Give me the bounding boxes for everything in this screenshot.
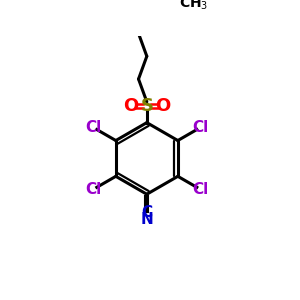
Text: N: N <box>140 212 153 227</box>
Text: Cl: Cl <box>192 120 208 135</box>
Text: S: S <box>140 97 153 115</box>
Text: Cl: Cl <box>192 182 208 197</box>
Text: O: O <box>124 97 139 115</box>
Text: Cl: Cl <box>85 120 101 135</box>
Text: C: C <box>141 205 152 220</box>
Text: CH$_3$: CH$_3$ <box>179 0 209 12</box>
Text: Cl: Cl <box>85 182 101 197</box>
Text: O: O <box>155 97 170 115</box>
